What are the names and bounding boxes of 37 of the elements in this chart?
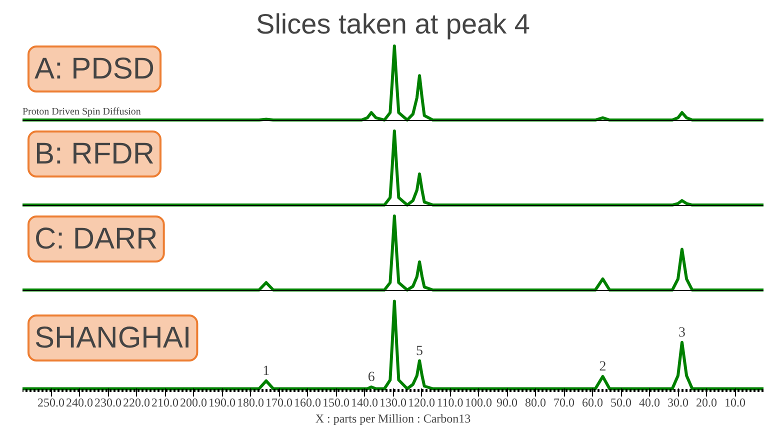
annotation: 6 <box>368 370 375 385</box>
chart-title: B: RFDR <box>34 138 154 170</box>
x-tick-label: 40.0 <box>639 396 660 410</box>
x-tick-label: 110.0 <box>436 396 464 410</box>
x-tick-label: 90.0 <box>496 396 518 410</box>
annotation: 2 <box>599 360 606 374</box>
annotation: 5 <box>416 344 424 359</box>
x-tick-label: 150.0 <box>322 396 350 410</box>
x-tick-label: 30.0 <box>668 396 688 410</box>
x-tick-label: 220.0 <box>123 396 150 410</box>
x-tick-label: 240.0 <box>66 396 93 410</box>
annotation: 3 <box>678 325 686 340</box>
x-axis-title: X : parts per Million : Carbon13 <box>315 412 471 426</box>
x-tick-label: 70.0 <box>554 396 574 410</box>
chart-title: C: DARR <box>34 222 158 256</box>
x-tick-label: 120.0 <box>408 396 435 410</box>
text: Proton Driven Spin Diffusion <box>22 106 141 118</box>
x-tick-label: 160.0 <box>294 396 321 410</box>
x-tick-label: 20.0 <box>696 396 717 410</box>
chart-title: A: PDSD <box>34 52 155 86</box>
x-tick-label: 170.0 <box>266 396 292 410</box>
x-tick-label: 130.0 <box>380 396 406 410</box>
x-tick-label: 10.0 <box>724 396 746 410</box>
x-tick-label: 50.0 <box>610 396 632 410</box>
x-tick-label: 180.0 <box>237 396 264 410</box>
x-tick-label: 210.0 <box>152 396 178 410</box>
x-tick-label: 60.0 <box>582 396 603 410</box>
annotation: 1 <box>262 364 270 379</box>
x-tick-label: 140.0 <box>351 396 378 410</box>
text: SHANGHAI <box>34 322 192 354</box>
x-tick-label: 190.0 <box>208 396 236 410</box>
x-tick-label: 250.0 <box>38 396 64 410</box>
x-tick-label: 100.0 <box>465 396 492 410</box>
x-tick-label: 80.0 <box>525 396 546 410</box>
text: Slices taken at peak 4 <box>256 8 530 40</box>
x-tick-label: 200.0 <box>180 396 207 410</box>
x-tick-label: 230.0 <box>94 396 122 410</box>
